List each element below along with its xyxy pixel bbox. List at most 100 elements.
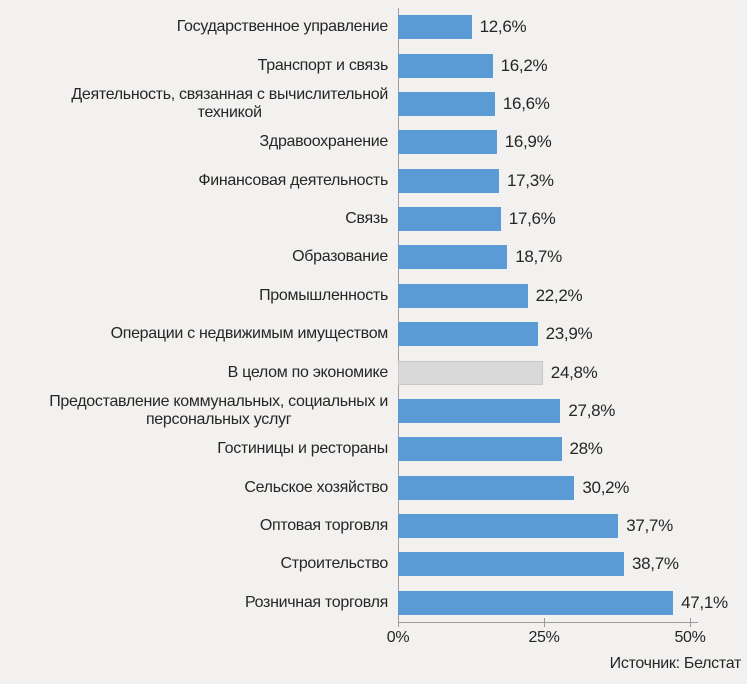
category-label: Деятельность, связанная с вычислительной… [71,86,388,121]
bar-row: Образование 18,7% [0,238,747,276]
category-label: В целом по экономике [227,363,389,381]
chart-rows: Государственное управление 12,6% Транспо… [0,8,747,622]
bar [398,475,575,500]
value-label: 18,7% [515,247,562,267]
bar-row: Финансовая деятельность 17,3% [0,162,747,200]
category-label: Розничная торговля [244,593,388,611]
bar-cell: 38,7% [398,545,747,583]
bar [398,283,528,308]
bar [398,552,624,577]
category-label-cell: Образование [0,248,398,266]
value-label: 27,8% [568,400,616,420]
value-label: 17,6% [508,209,556,229]
category-label: Операции с недвижимым имуществом [110,325,389,343]
value-label: 28% [569,439,603,459]
category-label-cell: Предоставление коммунальных, социальных … [0,393,398,429]
value-label: 37,7% [626,516,673,536]
bar-cell: 22,2% [398,277,747,315]
bar [398,322,538,347]
bar-cell: 47,1% [398,584,747,622]
value-label: 12,6% [479,17,527,37]
value-label: 22,2% [535,285,583,305]
category-label: Образование [292,248,388,266]
value-axis-line [398,622,698,623]
category-label: Оптовая торговля [259,517,388,535]
category-label: Транспорт и связь [257,56,389,74]
bar [398,15,472,40]
x-tick-label: 50% [674,629,706,646]
bar [398,398,561,423]
x-tick-mark [544,618,545,627]
bar-cell: 16,2% [398,46,747,84]
category-label: Связь [345,210,388,228]
bar-cell: 24,8% [398,353,747,391]
category-label-cell: Сельское хозяйство [0,479,398,497]
category-label-cell: Промышленность [0,287,398,305]
bar-cell: 17,3% [398,162,747,200]
category-label-cell: Строительство [0,555,398,573]
bar-row: Розничная торговля 47,1% [0,584,747,622]
bar-cell: 37,7% [398,507,747,545]
x-tick-label: 0% [386,629,410,646]
bar-row: Оптовая торговля 37,7% [0,507,747,545]
value-label: 16,6% [502,93,550,113]
bar-row: Строительство 38,7% [0,545,747,583]
bar [398,514,619,539]
category-label-cell: Государственное управление [0,18,398,36]
category-label-cell: Связь [0,210,398,228]
bar-row: Промышленность 22,2% [0,277,747,315]
category-label: Финансовая деятельность [198,171,388,189]
category-label: Строительство [280,555,389,573]
bar-cell: 27,8% [398,392,747,430]
bar-cell: 12,6% [398,8,747,46]
bar-row: Деятельность, связанная с вычислительной… [0,85,747,123]
bar-cell: 16,9% [398,123,747,161]
bar [398,207,501,232]
category-axis-line [398,8,399,622]
x-tick-label: 25% [528,629,560,646]
value-label: 16,9% [504,132,552,152]
bar-cell: 28% [398,430,747,468]
bar-cell: 23,9% [398,315,747,353]
category-label: Здравоохранение [259,133,389,151]
value-label: 38,7% [632,554,679,574]
category-label-cell: Операции с недвижимым имуществом [0,325,398,343]
category-label-cell: Здравоохранение [0,133,398,151]
bar-row: Транспорт и связь 16,2% [0,46,747,84]
value-label: 30,2% [582,477,630,497]
x-tick-mark [398,618,399,627]
bar-row: Государственное управление 12,6% [0,8,747,46]
category-label-cell: Финансовая деятельность [0,172,398,190]
bar-cell: 18,7% [398,238,747,276]
value-label: 23,9% [545,324,593,344]
bar-row: В целом по экономике 24,8% [0,353,747,391]
bar [398,360,543,385]
category-label-cell: Розничная торговля [0,594,398,612]
value-label: 17,3% [507,170,554,190]
bar-row: Здравоохранение 16,9% [0,123,747,161]
category-label-cell: Транспорт и связь [0,57,398,75]
category-label: Гостиницы и рестораны [217,440,388,458]
category-label: Государственное управление [176,18,389,36]
category-label: Сельское хозяйство [244,478,388,496]
bar-cell: 16,6% [398,85,747,123]
category-label: Предоставление коммунальных, социальных … [49,393,388,428]
bar [398,53,493,78]
category-label-cell: Гостиницы и рестораны [0,440,398,458]
bar-row: Предоставление коммунальных, социальных … [0,392,747,430]
bar [398,168,499,193]
value-label: 16,2% [500,55,548,75]
value-label: 24,8% [550,362,598,382]
bar-cell: 30,2% [398,469,747,507]
bar [398,437,562,462]
bar-cell: 17,6% [398,200,747,238]
bar [398,130,497,155]
category-label-cell: В целом по экономике [0,364,398,382]
bar-row: Сельское хозяйство 30,2% [0,469,747,507]
source-note: Источник: Белстат [609,655,742,672]
category-label: Промышленность [259,286,388,304]
value-label: 47,1% [681,592,728,612]
x-tick-mark [690,618,691,627]
category-label-cell: Деятельность, связанная с вычислительной… [0,86,398,122]
